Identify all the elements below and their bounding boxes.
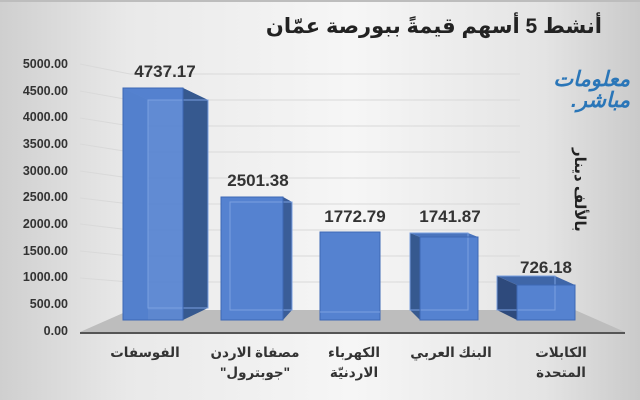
category-line: الكابلات — [535, 345, 587, 360]
y-tick-label: 2000.00 — [22, 217, 68, 231]
y-tick-label: 500.00 — [29, 297, 68, 311]
y-tick-label: 4500.00 — [22, 84, 68, 98]
y-axis-unit-label: بالألف دينار — [571, 148, 588, 232]
y-tick-label: 3500.00 — [22, 137, 68, 151]
top-border — [0, 0, 640, 2]
category-line: الفوسفات — [110, 345, 180, 360]
logo-line-1: معلومات — [553, 68, 630, 91]
bar-arab-bank — [409, 232, 479, 321]
category-line: مصفاة الاردن — [210, 345, 300, 360]
data-label: 4737.17 — [134, 62, 196, 81]
y-tick-label: 2500.00 — [22, 190, 68, 204]
x-category-label: الفوسفات — [90, 343, 200, 363]
data-label: 726.18 — [520, 258, 572, 277]
data-label: 2501.38 — [227, 171, 289, 190]
data-label: 1741.87 — [419, 207, 481, 226]
category-line: المتحدة — [536, 365, 586, 380]
category-line: "جوبترول" — [219, 365, 291, 380]
y-tick-label: 5000.00 — [22, 57, 68, 71]
logo-line-2: مباشر. — [570, 89, 630, 112]
category-line: الكهرباء — [328, 345, 380, 360]
x-category-label: مصفاة الاردن "جوبترول" — [200, 343, 310, 383]
y-tick-label: 1000.00 — [22, 270, 68, 284]
y-tick-label: 0.00 — [43, 324, 68, 338]
logo: معلومات مباشر. — [520, 68, 630, 112]
category-line: البنك العربي — [410, 345, 492, 360]
y-tick-label: 3000.00 — [22, 164, 68, 178]
x-category-label: البنك العربي — [396, 343, 506, 363]
chart-title: أنشط 5 أسهم قيمةً ببورصة عمّان — [265, 15, 602, 38]
bar-electricity — [319, 231, 381, 321]
data-label: 1772.79 — [324, 207, 386, 226]
bar-phosphate — [122, 87, 209, 321]
category-line: الاردنيّة — [329, 365, 379, 380]
chart-floor — [80, 310, 625, 332]
bar-cables — [496, 275, 576, 321]
x-category-label: الكابلات المتحدة — [506, 343, 616, 383]
y-tick-label: 4000.00 — [22, 110, 68, 124]
bar-jopetrol — [220, 196, 293, 321]
y-tick-label: 1500.00 — [22, 244, 68, 258]
x-category-label: الكهرباء الاردنيّة — [299, 343, 409, 383]
